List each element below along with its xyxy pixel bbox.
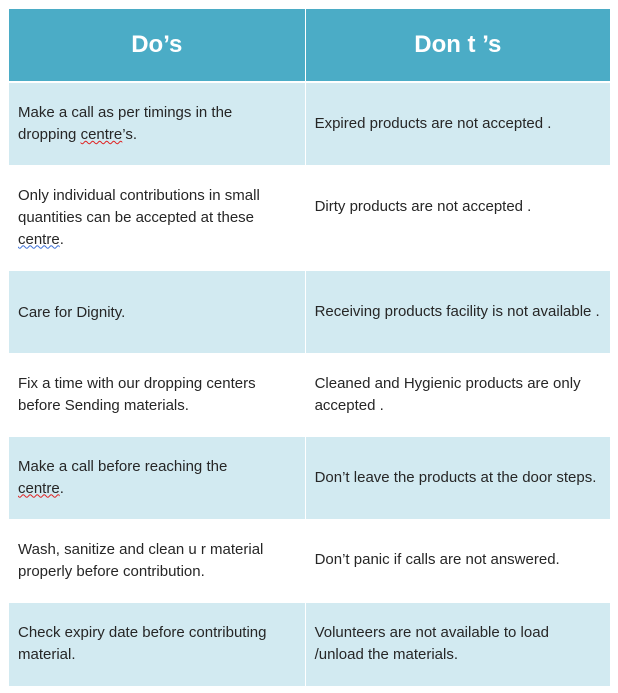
dont-cell: Cleaned and Hygienic products are only a… bbox=[304, 352, 612, 437]
do-cell: Care for Dignity. bbox=[8, 269, 306, 354]
table-row: Check expiry date before contributing ma… bbox=[8, 601, 612, 687]
do-cell: Only individual contributions in small qu… bbox=[8, 164, 306, 271]
table-row: Care for Dignity. Receiving products fac… bbox=[8, 269, 612, 354]
do-cell: Make a call before reaching the centre. bbox=[8, 435, 306, 520]
dont-cell: Volunteers are not available to load /un… bbox=[304, 601, 612, 687]
dont-cell: Don’t panic if calls are not answered. bbox=[304, 518, 612, 603]
do-cell: Check expiry date before contributing ma… bbox=[8, 601, 306, 687]
dos-donts-table: Do’s Don t ’s Make a call as per timings… bbox=[8, 8, 612, 687]
dont-cell: Dirty products are not accepted . bbox=[304, 164, 612, 271]
do-cell: Wash, sanitize and clean u r material pr… bbox=[8, 518, 306, 603]
do-cell: Fix a time with our dropping centers bef… bbox=[8, 352, 306, 437]
table-row: Fix a time with our dropping centers bef… bbox=[8, 352, 612, 437]
dont-cell: Receiving products facility is not avail… bbox=[304, 269, 612, 354]
dont-cell: Don’t leave the products at the door ste… bbox=[304, 435, 612, 520]
table-row: Make a call as per timings in the droppin… bbox=[8, 81, 612, 166]
spellcheck-word: centre bbox=[80, 125, 123, 143]
donts-header: Don t ’s bbox=[304, 8, 612, 83]
table-row: Make a call before reaching the centre. D… bbox=[8, 435, 612, 520]
header-row: Do’s Don t ’s bbox=[8, 8, 612, 83]
spellcheck-word: centre bbox=[18, 230, 60, 248]
table-row: Only individual contributions in small qu… bbox=[8, 164, 612, 271]
spellcheck-word: centre bbox=[18, 479, 60, 497]
dos-header: Do’s bbox=[8, 8, 306, 83]
do-cell: Make a call as per timings in the droppin… bbox=[8, 81, 306, 166]
dont-cell: Expired products are not accepted . bbox=[304, 81, 612, 166]
table-row: Wash, sanitize and clean u r material pr… bbox=[8, 518, 612, 603]
